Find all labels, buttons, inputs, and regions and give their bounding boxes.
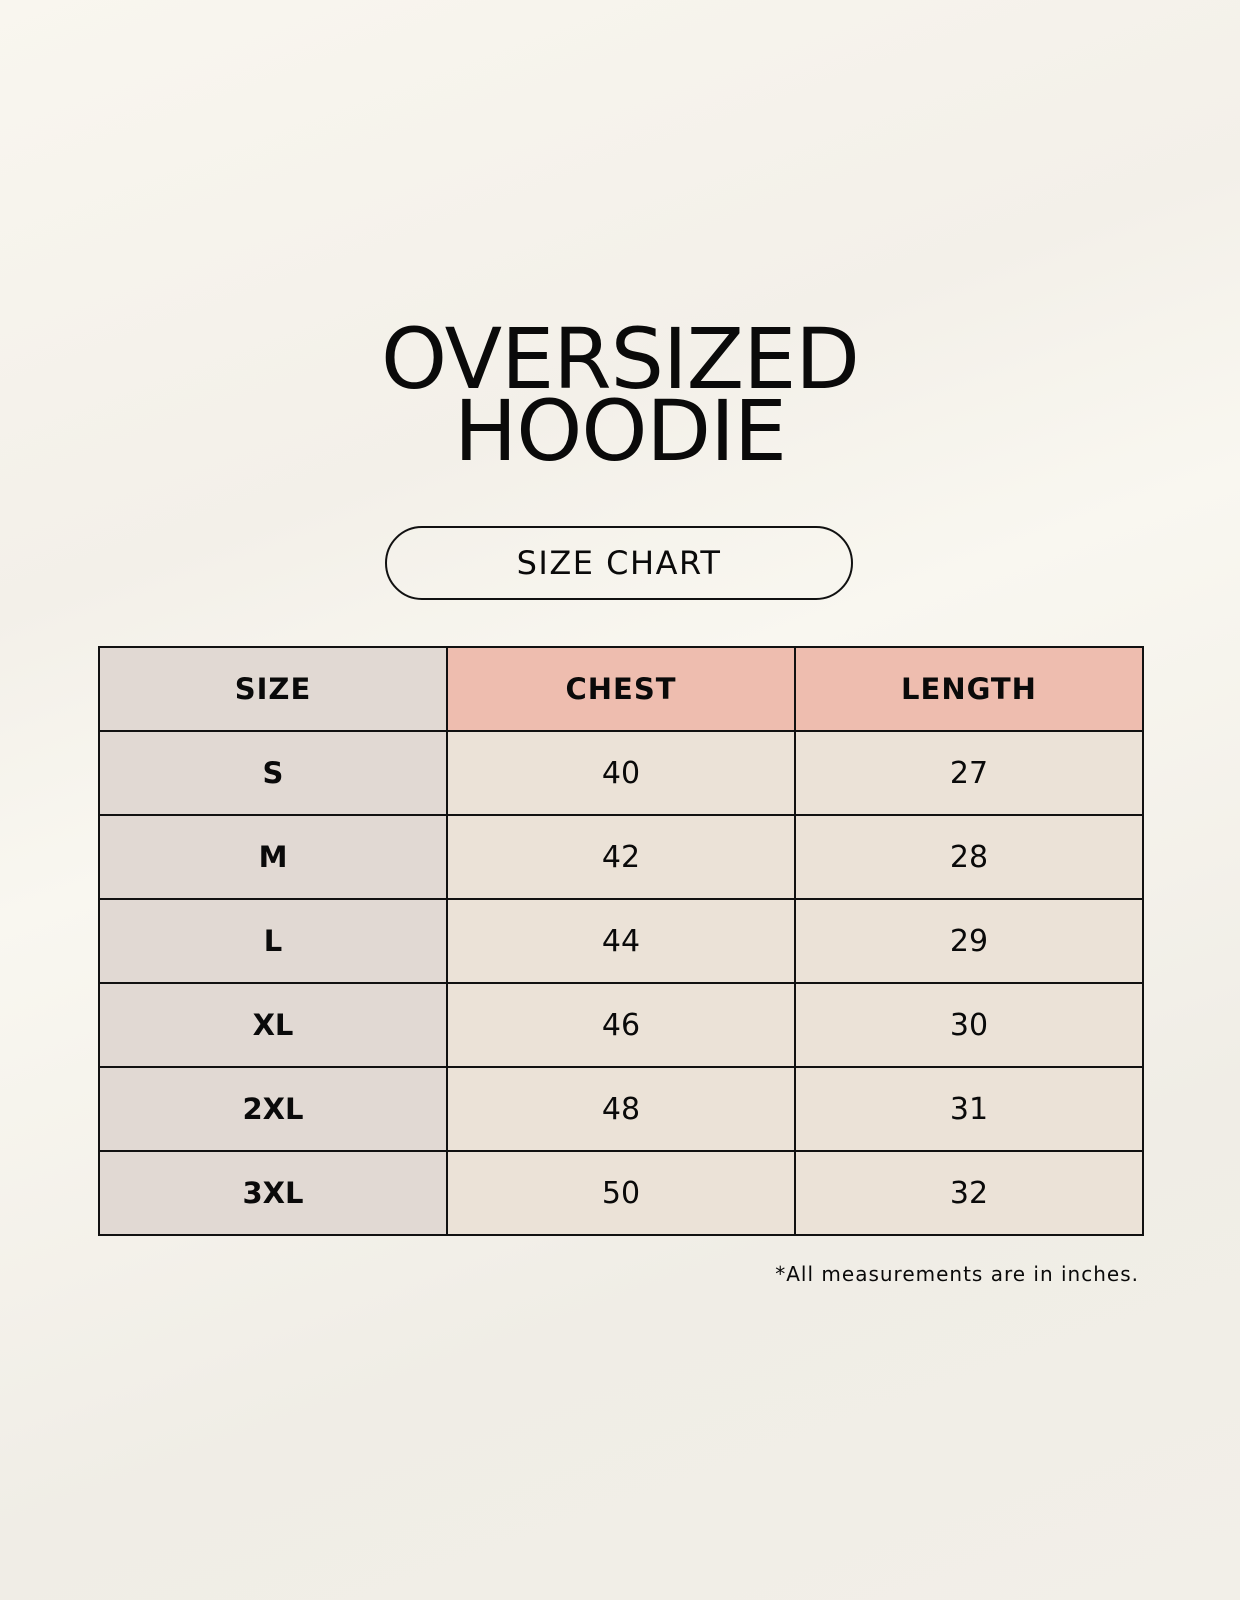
size-chart-label: SIZE CHART (385, 526, 853, 600)
header-chest: CHEST (446, 646, 796, 732)
title-line-1: OVERSIZED (381, 310, 860, 408)
cell-length: 30 (794, 982, 1144, 1068)
table-row: S 40 27 (98, 730, 1144, 816)
cell-length: 31 (794, 1066, 1144, 1152)
cell-size: 3XL (98, 1150, 448, 1236)
cell-chest: 48 (446, 1066, 796, 1152)
cell-size: L (98, 898, 448, 984)
table-row: 2XL 48 31 (98, 1066, 1144, 1152)
cell-size: M (98, 814, 448, 900)
cell-chest: 44 (446, 898, 796, 984)
table-row: XL 46 30 (98, 982, 1144, 1068)
cell-length: 28 (794, 814, 1144, 900)
size-table: SIZE CHEST LENGTH S 40 27 M 42 28 L 44 29 XL 46 30 2… (98, 646, 1144, 1236)
table-header-row: SIZE CHEST LENGTH (98, 646, 1144, 732)
footnote: *All measurements are in inches. (775, 1262, 1139, 1286)
cell-length: 27 (794, 730, 1144, 816)
header-size: SIZE (98, 646, 448, 732)
page-title: OVERSIZED HOODIE (0, 310, 1240, 480)
table-row: M 42 28 (98, 814, 1144, 900)
cell-chest: 40 (446, 730, 796, 816)
table-row: L 44 29 (98, 898, 1144, 984)
title-line-2: HOODIE (454, 382, 787, 480)
cell-chest: 50 (446, 1150, 796, 1236)
cell-length: 32 (794, 1150, 1144, 1236)
cell-size: XL (98, 982, 448, 1068)
cell-size: 2XL (98, 1066, 448, 1152)
table-row: 3XL 50 32 (98, 1150, 1144, 1236)
cell-size: S (98, 730, 448, 816)
cell-length: 29 (794, 898, 1144, 984)
cell-chest: 46 (446, 982, 796, 1068)
cell-chest: 42 (446, 814, 796, 900)
header-length: LENGTH (794, 646, 1144, 732)
